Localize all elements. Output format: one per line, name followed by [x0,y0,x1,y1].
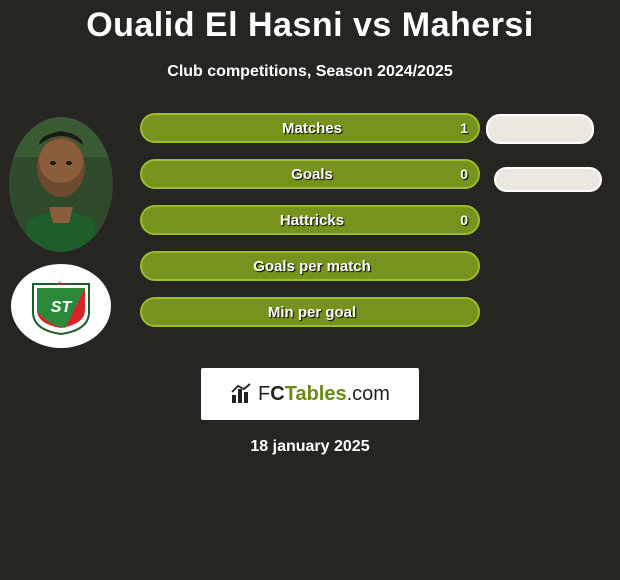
stat-row: Goals per match [140,251,600,281]
player1-bar: Goals per match [140,251,480,281]
player-column: ST ﺳﺘﺎﺩ [9,117,113,348]
comparison-infographic: Oualid El Hasni vs Mahersi Club competit… [0,0,620,580]
stat-rows: Matches 1 Goals 0 Hattricks 0 Goals per match M… [140,113,600,327]
page-title: Oualid El Hasni vs Mahersi [0,0,620,45]
logo-text-com: .com [347,383,390,406]
player1-bar: Matches 1 [140,113,480,143]
stat-label: Hattricks [280,212,344,229]
logo-text-tables: Tables [285,383,347,406]
fctables-logo: FCTables.com [201,368,419,420]
club-badge: ST ﺳﺘﺎﺩ [11,264,111,348]
player1-bar: Goals 0 [140,159,480,189]
stat-row: Goals 0 [140,159,600,189]
stat-row: Hattricks 0 [140,205,600,235]
subtitle: Club competitions, Season 2024/2025 [0,63,620,81]
stat-row: Matches 1 [140,113,600,143]
club-badge-icon: ST ﺳﺘﺎﺩ [25,276,97,336]
svg-text:ﺳﺘﺎﺩ: ﺳﺘﺎﺩ [56,281,65,287]
player1-bar: Min per goal [140,297,480,327]
footer: FCTables.com 18 january 2025 [0,368,620,456]
player1-value: 1 [460,120,468,136]
stats-area: ST ﺳﺘﺎﺩ Matches 1 Goals 0 Hattricks 0 Goals pe… [0,113,620,327]
logo-text-f: F [258,383,270,406]
logo-text-c: C [270,383,284,406]
stat-label: Goals per match [253,258,371,275]
chart-icon [230,383,254,405]
player1-value: 0 [460,212,468,228]
stat-label: Min per goal [268,304,356,321]
player2-bar [494,167,602,192]
stat-label: Goals [291,166,333,183]
avatar-icon [9,117,113,252]
date: 18 january 2025 [0,438,620,456]
stat-label: Matches [282,120,342,137]
player1-value: 0 [460,166,468,182]
player1-bar: Hattricks 0 [140,205,480,235]
player2-bar [486,114,594,144]
svg-text:ST: ST [51,299,73,316]
stat-row: Min per goal [140,297,600,327]
player-avatar [9,117,113,252]
